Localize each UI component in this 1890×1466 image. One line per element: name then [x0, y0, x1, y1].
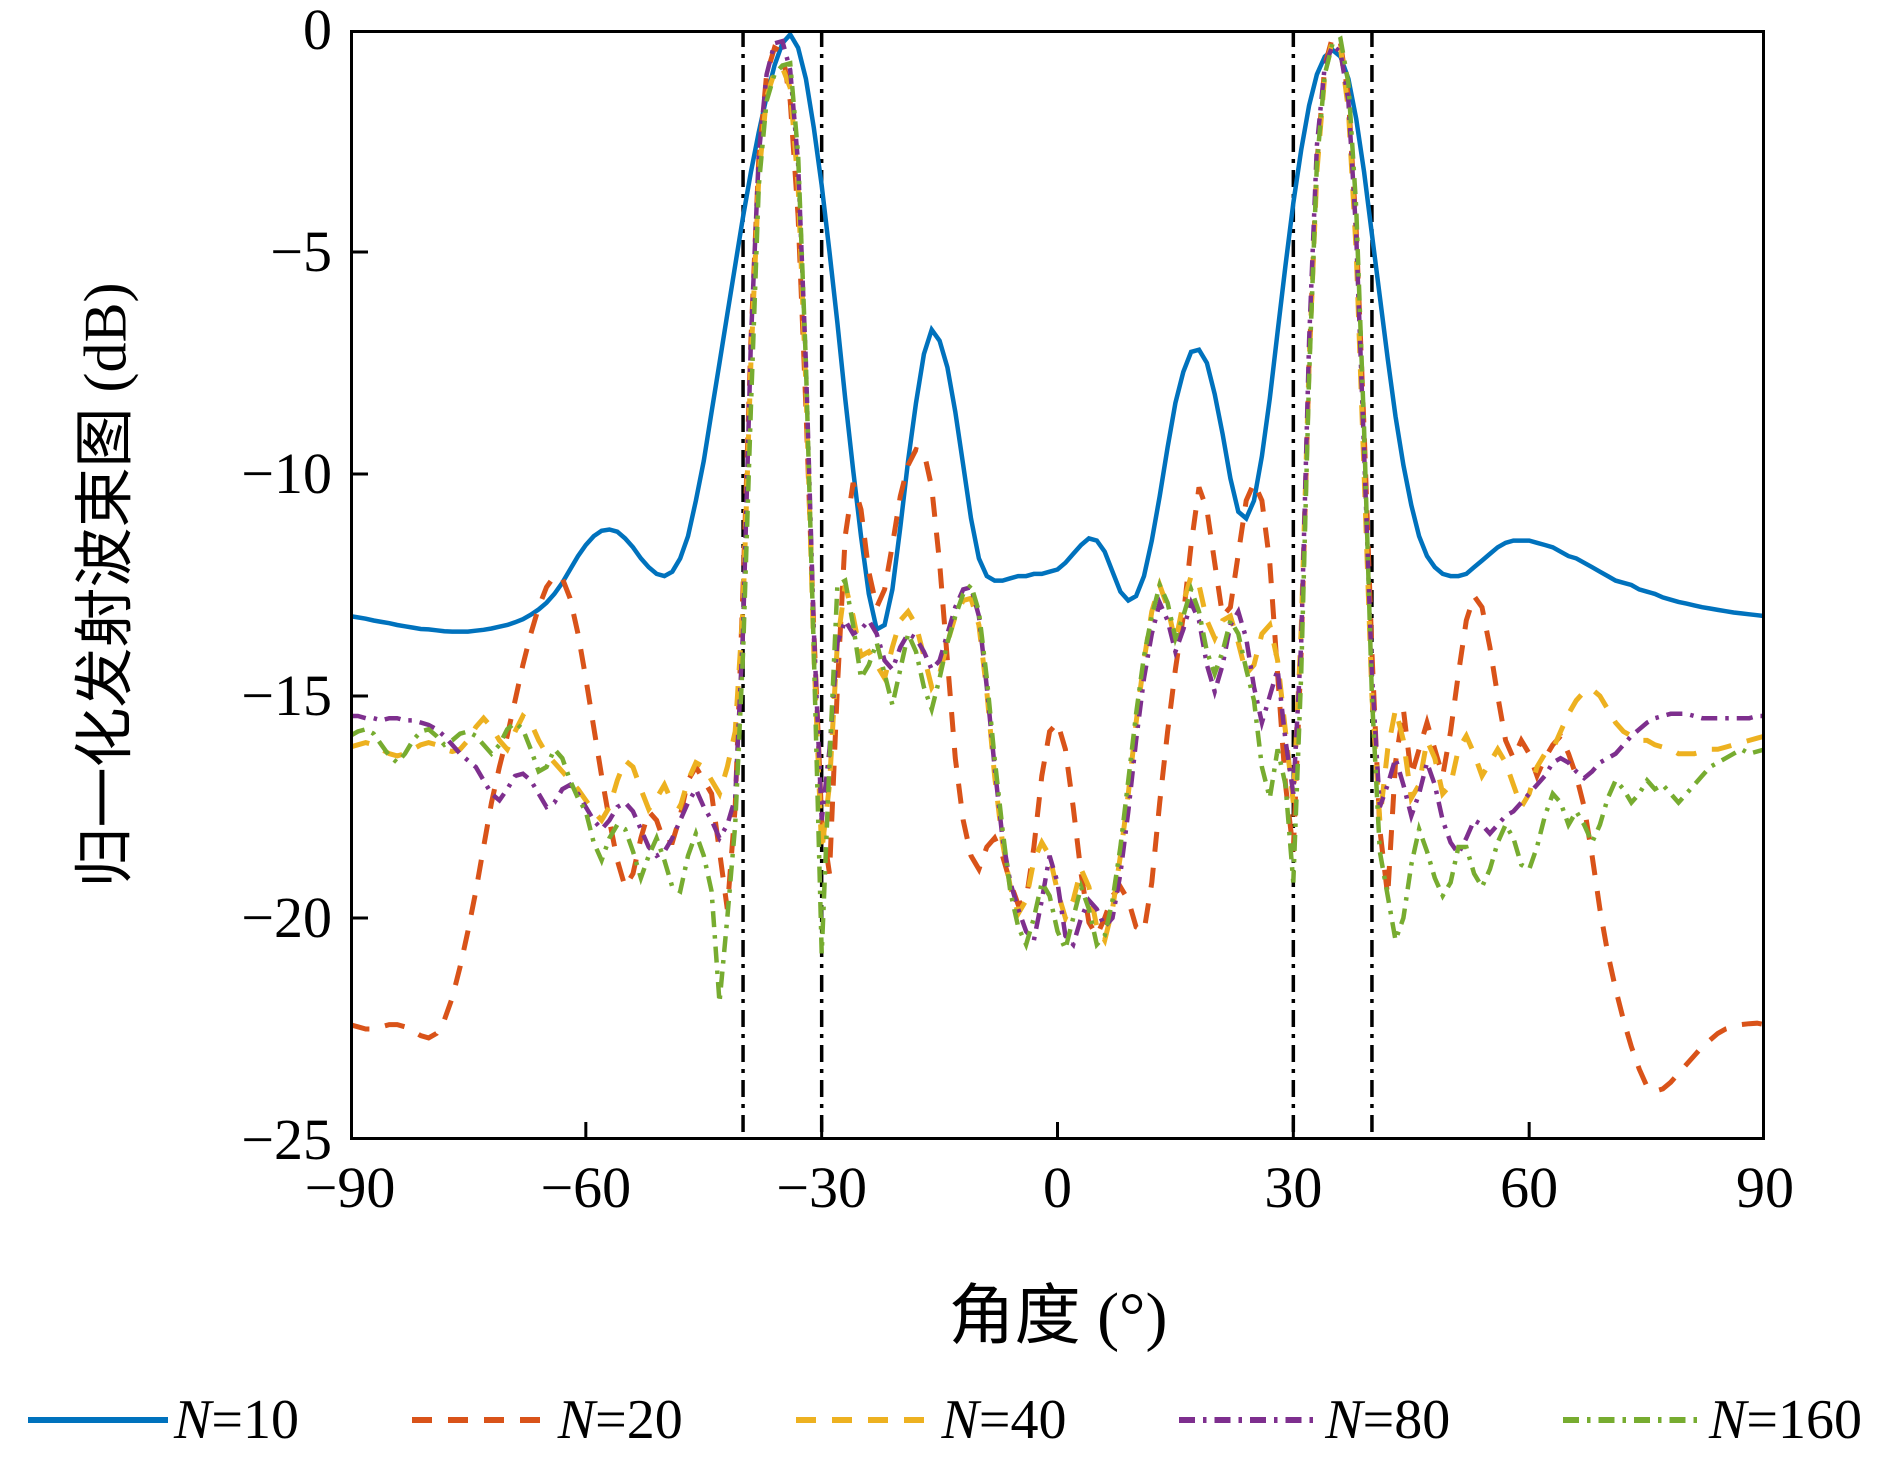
- x-tick-label: 60: [1500, 1155, 1559, 1220]
- series-line-2: [350, 33, 1765, 947]
- legend-label: N=20: [557, 1389, 683, 1451]
- y-tick-label: −10: [241, 441, 332, 506]
- x-tick-label: 90: [1736, 1155, 1794, 1220]
- plot-area: [350, 30, 1765, 1140]
- y-axis-label: 归一化发射波束图 (dB): [72, 282, 139, 888]
- legend-line-sample: [795, 1417, 936, 1423]
- series-line-4: [350, 35, 1765, 1003]
- legend-item: N=10: [28, 1388, 299, 1452]
- x-tick-label: −30: [776, 1155, 868, 1220]
- x-tick-label: −90: [304, 1155, 396, 1220]
- x-tick-label: 0: [1043, 1155, 1072, 1220]
- legend-label: N=10: [174, 1389, 299, 1451]
- y-tick-label: 0: [303, 0, 332, 62]
- legend-item: N=80: [1179, 1388, 1450, 1452]
- plot-canvas: [350, 30, 1765, 1140]
- legend-label: N=160: [1709, 1389, 1862, 1451]
- x-tick-label: 30: [1264, 1155, 1323, 1220]
- series-line-0: [350, 30, 1765, 634]
- legend-line-sample: [1179, 1417, 1320, 1423]
- x-axis-label: 角度 (°): [948, 1280, 1168, 1353]
- legend-line-sample: [28, 1417, 168, 1423]
- legend-item: N=20: [411, 1388, 683, 1452]
- legend: N=10 N=20 N=40 N=80 N=160: [0, 1378, 1890, 1462]
- legend-item: N=160: [1563, 1388, 1862, 1452]
- y-tick-label: −25: [241, 1107, 332, 1172]
- series-line-3: [350, 38, 1765, 950]
- legend-line-sample: [411, 1417, 552, 1423]
- legend-label: N=40: [941, 1389, 1067, 1451]
- legend-item: N=40: [795, 1388, 1067, 1452]
- legend-line-sample: [1563, 1417, 1703, 1423]
- y-tick-label: −15: [241, 663, 332, 728]
- y-tick-label: −20: [241, 885, 332, 950]
- x-tick-label: −60: [540, 1155, 632, 1220]
- y-tick-label: −5: [270, 219, 332, 284]
- legend-label: N=80: [1325, 1389, 1451, 1451]
